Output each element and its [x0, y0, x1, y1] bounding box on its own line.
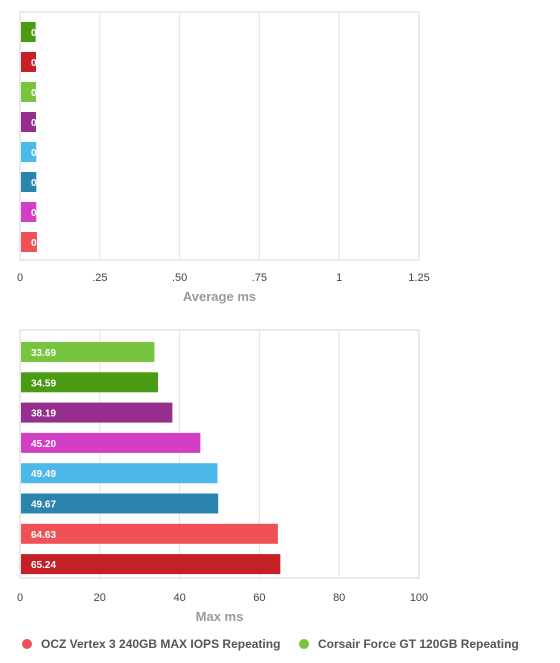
- legend-label: OCZ Vertex 3 240GB MAX IOPS Repeating: [41, 637, 281, 651]
- bar: [21, 463, 218, 484]
- bar: [21, 52, 36, 72]
- x-tick-label: 40: [173, 592, 185, 604]
- x-tick-label: 1.25: [408, 272, 429, 284]
- bar-value-label: 34.59: [31, 378, 56, 389]
- x-tick-label: .50: [172, 272, 187, 284]
- bar-value-label: 0.051: [31, 178, 56, 189]
- chart-panel-2: 33.69 34.59 38.19 45.20 49.49 49.67 64.63 65.24…: [17, 329, 428, 624]
- x-tick-label: 0: [17, 272, 23, 284]
- bar: [21, 493, 219, 514]
- plot-frame: [19, 329, 420, 579]
- x-tick-label: 0: [17, 592, 23, 604]
- x-tick-label: 100: [410, 592, 428, 604]
- bar: [21, 232, 37, 252]
- bar-value-label: 0.051: [31, 148, 56, 159]
- x-tick-label: 80: [333, 592, 345, 604]
- bar: [21, 202, 37, 222]
- bar-value-label: 38.19: [31, 409, 56, 420]
- x-tick-label: 20: [94, 592, 106, 604]
- x-tick-label: .25: [92, 272, 107, 284]
- bar: [21, 432, 201, 453]
- bar-value-label: 0.050: [31, 88, 56, 99]
- bar-value-label: 0.053: [31, 238, 56, 249]
- legend-swatch: [22, 639, 32, 649]
- bar-value-label: 0.050: [31, 58, 56, 69]
- bar-value-label: 49.49: [31, 469, 56, 480]
- legend-item-ocz-vertex: OCZ Vertex 3 240GB MAX IOPS Repeating: [22, 637, 280, 651]
- bar-value-label: 33.69: [31, 348, 56, 359]
- bar-value-label: 0.051: [31, 208, 56, 219]
- bar: [21, 523, 278, 544]
- x-tick-label: 1: [336, 272, 342, 284]
- bar: [21, 342, 155, 362]
- bar: [21, 22, 36, 42]
- legend-swatch: [299, 639, 309, 649]
- x-axis-label: Average ms: [183, 289, 256, 304]
- bar: [21, 554, 281, 575]
- bar: [21, 142, 37, 162]
- plot-frame: [19, 11, 420, 261]
- bar-value-label: 64.63: [31, 530, 56, 541]
- legend-label: Corsair Force GT 120GB Repeating: [318, 637, 519, 651]
- x-axis-label: Max ms: [196, 609, 244, 624]
- bar: [21, 112, 36, 132]
- bar-value-label: 45.20: [31, 439, 56, 450]
- x-tick-label: .75: [252, 272, 267, 284]
- bar-value-label: 0.050: [31, 118, 56, 129]
- bar-value-label: 0.049: [31, 28, 56, 39]
- x-tick-label: 60: [253, 592, 265, 604]
- bar-value-label: 65.24: [31, 560, 56, 571]
- bar: [21, 402, 173, 423]
- bar: [21, 172, 37, 192]
- bar: [21, 82, 36, 102]
- legend-item-corsair-force: Corsair Force GT 120GB Repeating: [299, 637, 519, 651]
- bar: [21, 372, 159, 393]
- bar-value-label: 49.67: [31, 500, 56, 511]
- chart-panel-1: 0.049 0.050 0.050 0.050 0.051 0.051 0.051 0.053…: [17, 11, 430, 304]
